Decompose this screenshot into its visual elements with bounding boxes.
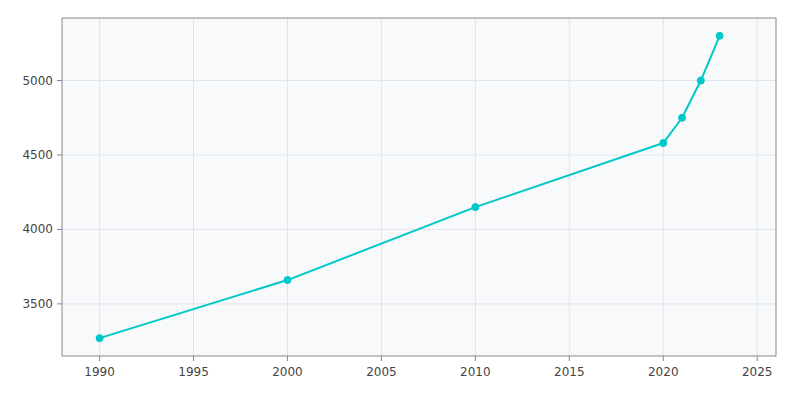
x-tick — [99, 356, 100, 361]
grid — [62, 18, 776, 356]
x-tick-label: 2000 — [272, 365, 303, 379]
x-tick-label: 2015 — [554, 365, 585, 379]
x-tick — [193, 356, 194, 361]
y-tick-label: 3500 — [22, 297, 53, 311]
x-tick-label: 1990 — [84, 365, 115, 379]
x-grid-line — [99, 18, 100, 356]
marker — [96, 335, 103, 342]
line — [100, 36, 720, 338]
x-grid-line — [663, 18, 664, 356]
x-grid-line — [757, 18, 758, 356]
marker — [284, 277, 291, 284]
chart-container: 1990 1995 2000 2005 2010 2015 2020 2025 3500 4000… — [0, 0, 800, 400]
y-tick-label: 4000 — [22, 222, 53, 236]
x-tick — [287, 356, 288, 361]
x-tick — [569, 356, 570, 361]
y-grid-line — [62, 80, 776, 81]
marker — [716, 32, 723, 39]
x-tick-label: 2025 — [742, 365, 773, 379]
marker — [697, 77, 704, 84]
plot-frame — [62, 18, 776, 356]
x-grid-line — [287, 18, 288, 356]
x-grid-line — [381, 18, 382, 356]
x-grid-line — [475, 18, 476, 356]
y-grid-line — [62, 154, 776, 155]
y-tick-label: 4500 — [22, 148, 53, 162]
y-tick — [57, 303, 62, 304]
plot-data — [96, 32, 723, 341]
y-tick — [57, 154, 62, 155]
x-tick-label: 1995 — [178, 365, 209, 379]
x-tick — [663, 356, 664, 361]
x-grid-line — [569, 18, 570, 356]
x-tick-label: 2005 — [366, 365, 397, 379]
marker — [472, 204, 479, 211]
x-tick-label: 2010 — [460, 365, 491, 379]
y-tick-label: 5000 — [22, 74, 53, 88]
marker — [660, 140, 667, 147]
chart-svg: 1990 1995 2000 2005 2010 2015 2020 2025 3500 4000… — [0, 0, 800, 400]
x-tick — [757, 356, 758, 361]
y-tick — [57, 80, 62, 81]
x-tick-label: 2020 — [648, 365, 679, 379]
marker — [679, 114, 686, 121]
x-tick — [475, 356, 476, 361]
x-tick — [381, 356, 382, 361]
y-tick — [57, 229, 62, 230]
plot-background — [62, 18, 776, 356]
y-grid-line — [62, 303, 776, 304]
x-grid-line — [193, 18, 194, 356]
